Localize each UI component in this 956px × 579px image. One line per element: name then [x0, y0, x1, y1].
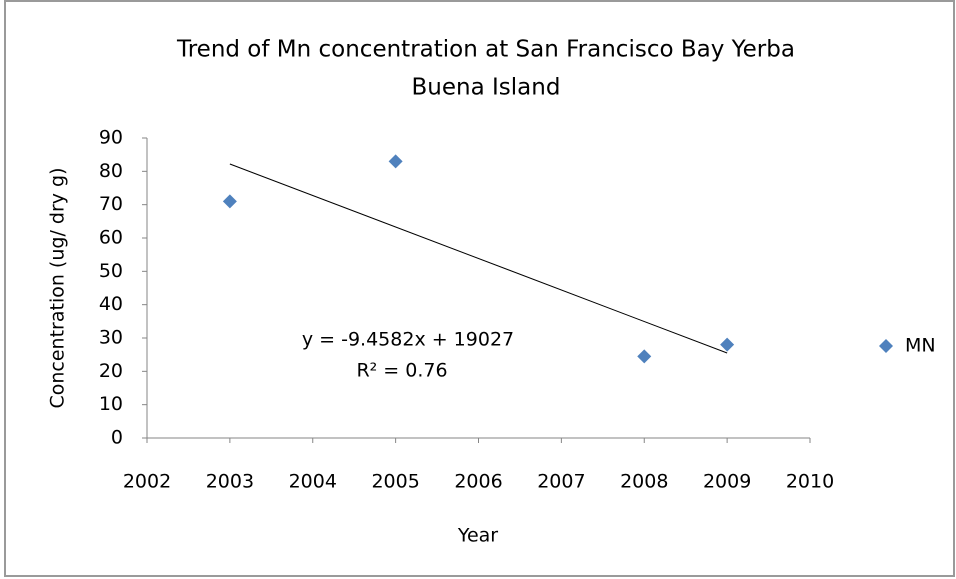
y-tick-label: 70 [99, 193, 123, 215]
x-tick-label: 2008 [620, 471, 668, 493]
data-point [720, 337, 735, 352]
y-tick-label: 20 [99, 360, 123, 382]
data-point [388, 154, 403, 169]
annotation: R² = 0.76 [356, 360, 447, 382]
legend-marker [879, 339, 893, 353]
annotation: y = -9.4582x + 19027 [302, 329, 514, 351]
x-tick-label: 2007 [537, 471, 585, 493]
y-tick-label: 80 [99, 160, 123, 182]
x-tick-label: 2009 [703, 471, 751, 493]
chart-title: Buena Island [412, 75, 561, 101]
chart-title: Trend of Mn concentration at San Francis… [176, 37, 795, 63]
data-point [637, 349, 652, 364]
y-tick-label: 90 [99, 127, 123, 149]
y-tick-label: 50 [99, 260, 123, 282]
x-tick-label: 2004 [289, 471, 337, 493]
y-tick-label: 40 [99, 293, 123, 315]
y-tick-label: 60 [99, 227, 123, 249]
data-point [222, 194, 237, 209]
x-tick-label: 2003 [206, 471, 254, 493]
chart-border [4, 0, 955, 577]
y-axis-label: Concentration (ug/ dry g) [47, 167, 69, 408]
y-tick-label: 30 [99, 327, 123, 349]
legend-label: MN [905, 335, 936, 357]
x-tick-label: 2006 [454, 471, 502, 493]
y-tick-label: 10 [99, 393, 123, 415]
trendline [229, 163, 728, 354]
x-tick-label: 2005 [371, 471, 419, 493]
y-tick-label: 0 [111, 427, 123, 449]
x-tick-label: 2002 [123, 471, 171, 493]
x-tick-label: 2010 [786, 471, 834, 493]
x-axis-label: Year [457, 525, 498, 547]
